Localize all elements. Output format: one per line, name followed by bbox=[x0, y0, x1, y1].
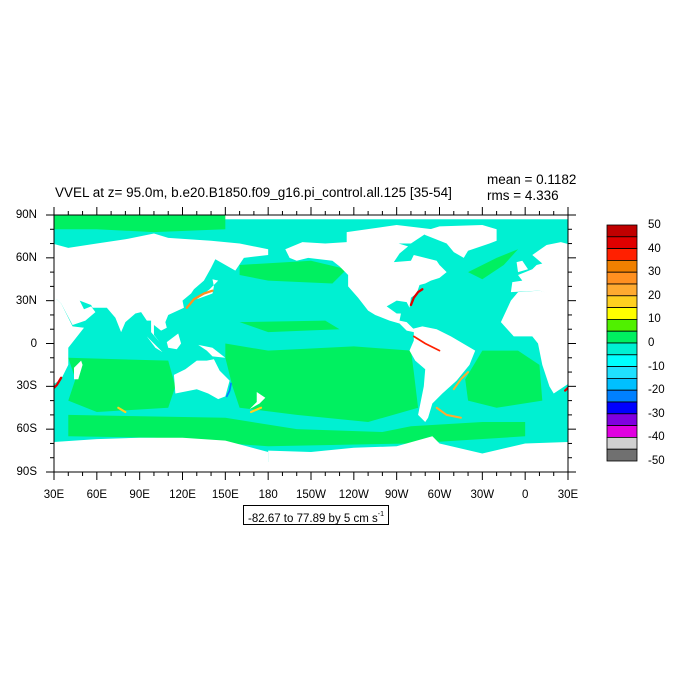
colorbar-box bbox=[606, 448, 638, 462]
colorbar-box bbox=[606, 259, 638, 273]
x-tick-label: 30E bbox=[557, 489, 579, 501]
y-tick-label: 90S bbox=[16, 466, 37, 478]
x-tick-label: 120E bbox=[169, 489, 196, 501]
colorbar-label: -10 bbox=[648, 360, 665, 373]
x-tick-label: 150E bbox=[211, 489, 239, 501]
y-tick-label: 90N bbox=[15, 209, 37, 221]
contour-info-text: -82.67 to 77.89 by 5 cm s bbox=[248, 513, 378, 525]
colorbar bbox=[606, 224, 638, 462]
colorbar-box bbox=[606, 389, 638, 403]
axis-ticks bbox=[46, 207, 576, 480]
mean-stat: mean = 0.1182 bbox=[487, 172, 577, 187]
colorbar-box bbox=[606, 283, 638, 297]
colorbar-label: 10 bbox=[648, 313, 661, 326]
ocean-velocity-map bbox=[54, 215, 568, 472]
colorbar-box bbox=[606, 248, 638, 261]
colorbar-label: 0 bbox=[648, 337, 655, 349]
colorbar-label: -50 bbox=[648, 455, 665, 467]
colorbar-box bbox=[606, 377, 638, 391]
colorbar-label: -40 bbox=[648, 431, 665, 444]
x-tick-label: 180 bbox=[258, 489, 278, 501]
x-tick-label: 90W bbox=[384, 489, 409, 501]
x-tick-label: 30E bbox=[43, 489, 65, 501]
y-tick-label: 60S bbox=[16, 423, 37, 436]
colorbar-box bbox=[606, 318, 638, 332]
colorbar-label: -20 bbox=[648, 384, 665, 397]
x-tick-label: 60W bbox=[427, 489, 452, 501]
y-tick-label: 0 bbox=[30, 337, 37, 350]
colorbar-box bbox=[606, 236, 638, 250]
y-tick-label: 30S bbox=[16, 380, 37, 393]
x-tick-label: 30W bbox=[470, 489, 495, 501]
x-tick-label: 150W bbox=[295, 489, 327, 501]
x-tick-label: 0 bbox=[521, 489, 529, 501]
rms-stat: rms = 4.336 bbox=[487, 188, 559, 203]
colorbar-box bbox=[606, 330, 638, 344]
colorbar-box bbox=[606, 271, 638, 285]
colorbar-label: 20 bbox=[648, 289, 661, 302]
colorbar-label: 50 bbox=[648, 219, 661, 231]
colorbar-box bbox=[606, 425, 638, 438]
colorbar-box bbox=[606, 224, 638, 238]
map-border bbox=[53, 214, 569, 473]
y-tick-label: 60N bbox=[15, 251, 37, 264]
colorbar-box bbox=[606, 413, 638, 426]
colorbar-box bbox=[606, 401, 638, 415]
colorbar-label: 40 bbox=[648, 242, 661, 255]
colorbar-label: -30 bbox=[648, 407, 665, 420]
colorbar-box bbox=[606, 307, 638, 320]
colorbar-box bbox=[606, 436, 638, 450]
colorbar-box bbox=[606, 295, 638, 308]
contour-info-box: -82.67 to 77.89 by 5 cm s-1 bbox=[243, 505, 390, 525]
contour-info-superscript: -1 bbox=[377, 511, 385, 518]
y-tick-label: 30N bbox=[15, 294, 37, 307]
x-tick-label: 60E bbox=[86, 489, 108, 501]
colorbar-box bbox=[606, 354, 638, 367]
x-tick-label: 90E bbox=[129, 489, 150, 501]
colorbar-box bbox=[606, 366, 638, 379]
colorbar-box bbox=[606, 342, 638, 356]
colorbar-label: 30 bbox=[648, 266, 661, 279]
plot-title: VVEL at z= 95.0m, b.e20.B1850.f09_g16.pi… bbox=[55, 185, 452, 200]
x-tick-label: 120W bbox=[338, 489, 369, 501]
